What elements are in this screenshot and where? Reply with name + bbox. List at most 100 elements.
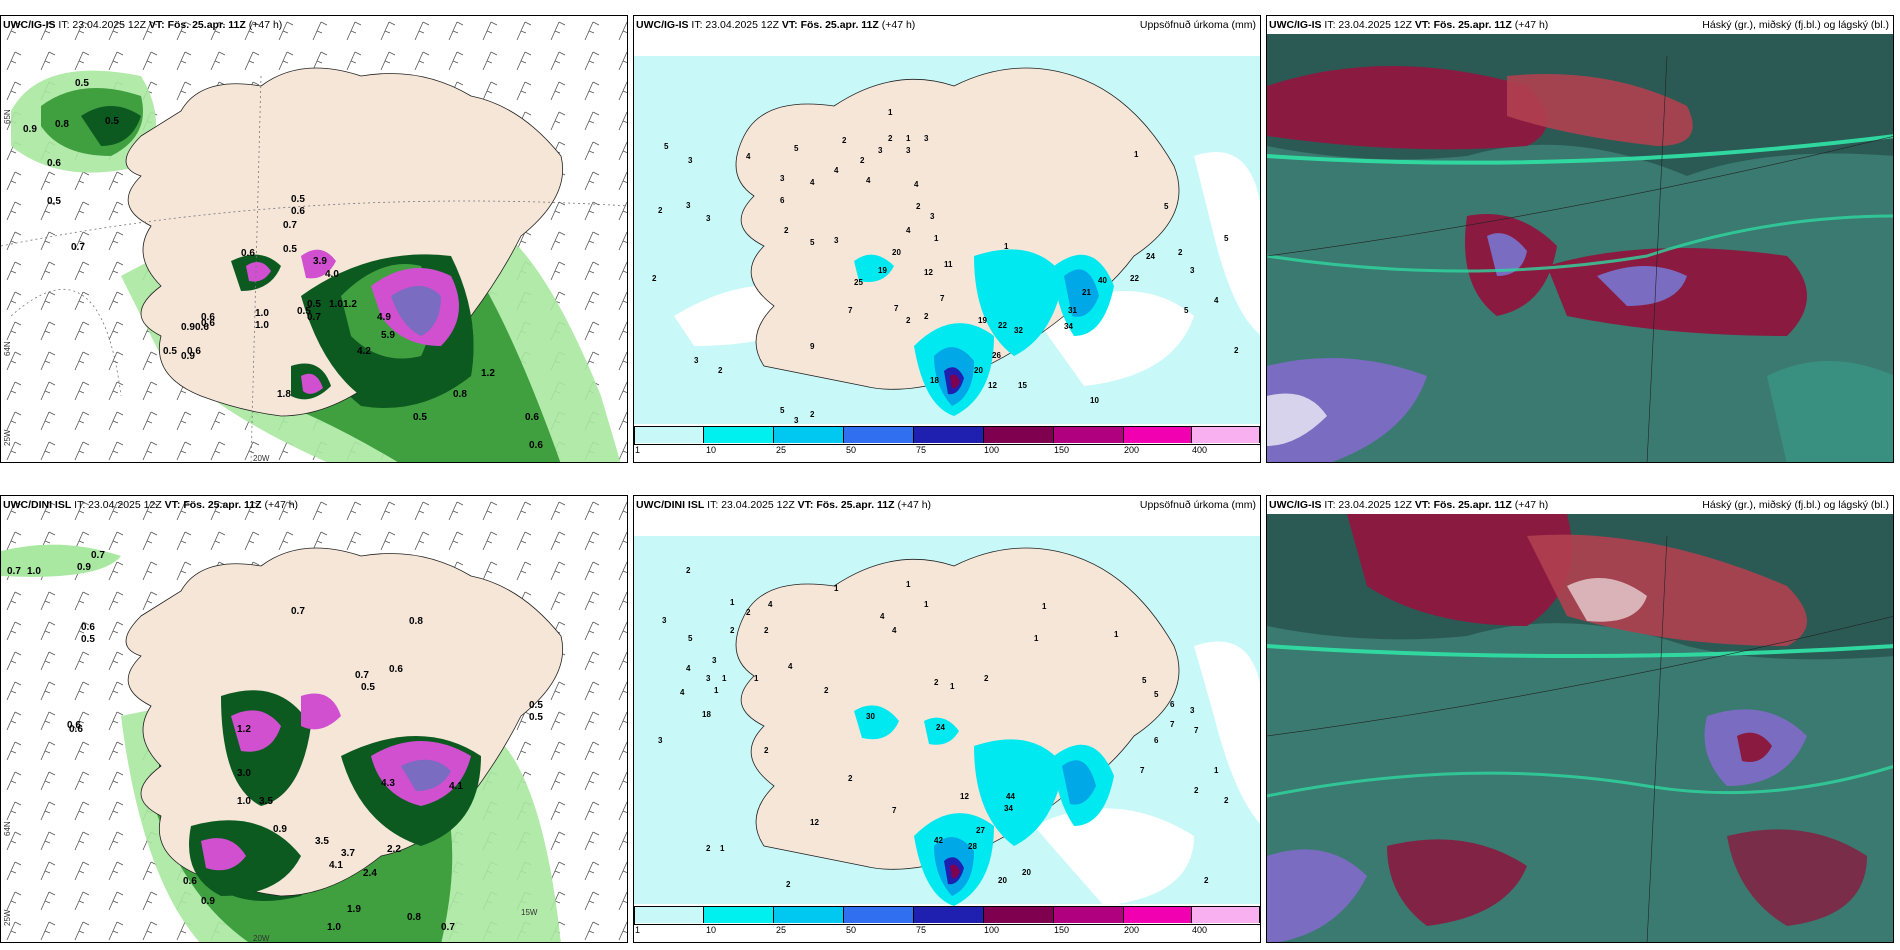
wind-value: 0.6 <box>529 440 543 451</box>
lon-label: 20W <box>253 454 270 463</box>
panel-bottom-left-wind: UWC/DINI ISL IT: 23.04.2025 12Z VT: Fös.… <box>0 495 628 943</box>
wind-value: 3.0 <box>237 768 251 779</box>
wind-value: 0.5 <box>81 634 95 645</box>
wind-value: 1.2 <box>237 724 251 735</box>
precip-value: 5 <box>688 634 693 643</box>
precip-value: 7 <box>892 806 897 815</box>
wind-value: 0.6 <box>183 876 197 887</box>
precip-value: 1 <box>754 674 759 683</box>
colorbar-tick: 400 <box>1192 445 1208 455</box>
precip-value: 1 <box>1114 630 1119 639</box>
panel-top-left-wind: UWC/IG-IS IT: 23.04.2025 12Z VT: Fös. 25… <box>0 15 628 463</box>
precip-value: 3 <box>658 736 663 745</box>
colorbar-frame <box>634 906 1260 925</box>
precip-value: 7 <box>894 304 899 313</box>
precip-value: 1 <box>1042 602 1047 611</box>
precip-value: 6 <box>780 196 785 205</box>
wind-value: 0.6 <box>201 318 215 329</box>
colorbar-seg <box>914 426 984 443</box>
wind-value: 0.8 <box>407 912 421 923</box>
wind-value: 0.7 <box>91 550 105 561</box>
precip-value: 20 <box>1022 868 1031 877</box>
precip-value: 5 <box>1142 676 1147 685</box>
precip-value: 31 <box>1068 306 1077 315</box>
precip-value: 34 <box>1064 322 1073 331</box>
precip-value: 2 <box>888 134 893 143</box>
wind-value: 3.5 <box>315 836 329 847</box>
precip-value: 3 <box>706 674 711 683</box>
wind-value: 0.5 <box>291 194 305 205</box>
wind-value: 0.7 <box>307 312 321 323</box>
precip-value: 2 <box>1194 786 1199 795</box>
wind-value: 0.9 <box>77 562 91 573</box>
precip-value: 20 <box>892 248 901 257</box>
colorbar-seg <box>1124 426 1192 443</box>
precip-value: 3 <box>662 616 667 625</box>
precip-value: 15 <box>1018 381 1027 390</box>
precip-value: 1 <box>906 134 911 143</box>
colorbar-tick: 200 <box>1124 445 1140 455</box>
colorbar-tick: 10 <box>706 925 717 935</box>
wind-value: 0.7 <box>355 670 369 681</box>
colorbar-seg <box>1124 906 1192 923</box>
colorbar-seg <box>984 906 1054 923</box>
lon-label: 25W <box>3 909 12 926</box>
wind-value: 1.0 <box>329 299 343 310</box>
precip-value: 3 <box>1190 266 1195 275</box>
precip-value: 2 <box>764 626 769 635</box>
wind-value: 0.5 <box>529 712 543 723</box>
precip-value: 1 <box>730 598 735 607</box>
wind-value: 3.9 <box>313 256 327 267</box>
precip-value: 2 <box>652 274 657 283</box>
precip-value: 2 <box>1224 796 1229 805</box>
lat-label: 64N <box>3 341 12 356</box>
colorbar-seg <box>634 426 704 443</box>
wind-value: 4.1 <box>449 781 463 792</box>
precip-value: 2 <box>706 844 711 853</box>
precip-value: 4 <box>906 226 911 235</box>
precip-value: 3 <box>694 356 699 365</box>
wind-value: 0.7 <box>441 922 455 933</box>
precip-value: 12 <box>924 268 933 277</box>
wind-value: 0.5 <box>75 78 89 89</box>
colorbar-tick: 75 <box>916 925 927 935</box>
precip-value: 20 <box>998 876 1007 885</box>
wind-value: 0.7 <box>283 220 297 231</box>
precip-map-top <box>634 56 1260 424</box>
precip-value: 10 <box>1090 396 1099 405</box>
precip-value: 22 <box>998 321 1007 330</box>
wind-value: 0.9 <box>181 351 195 362</box>
panel-subtitle: Uppsöfnuð úrkoma (mm) <box>1139 19 1256 31</box>
wind-map-bottom <box>1 496 627 942</box>
wind-value: 1.8 <box>277 389 291 400</box>
wind-value: 0.9 <box>23 124 37 135</box>
precip-value: 6 <box>1170 700 1175 709</box>
wind-value: 4.9 <box>377 312 391 323</box>
precip-value: 1 <box>906 580 911 589</box>
cloud-map-bottom <box>1267 514 1893 942</box>
precip-value: 2 <box>784 226 789 235</box>
wind-value: 0.8 <box>55 119 69 130</box>
precip-value: 4 <box>788 662 793 671</box>
wind-value: 0.7 <box>71 242 85 253</box>
colorbar-seg <box>914 906 984 923</box>
wind-value: 1.0 <box>27 566 41 577</box>
colorbar-seg <box>984 426 1054 443</box>
colorbar: 1 10 25 50 75 100 150 200 400 <box>634 426 1260 456</box>
precip-value: 1 <box>934 234 939 243</box>
precip-value: 4 <box>1214 296 1219 305</box>
precip-value: 42 <box>934 836 943 845</box>
precip-value: 2 <box>924 312 929 321</box>
colorbar-seg <box>844 906 914 923</box>
wind-value: 0.6 <box>69 724 83 735</box>
colorbar-tick: 25 <box>776 925 787 935</box>
precip-value: 4 <box>686 664 691 673</box>
wind-value: 0.5 <box>105 116 119 127</box>
panel-title: UWC/IG-IS IT: 23.04.2025 12Z VT: Fös. 25… <box>1269 499 1549 511</box>
colorbar-tick: 10 <box>706 445 717 455</box>
precip-value: 11 <box>944 260 953 269</box>
precip-value: 44 <box>1006 792 1015 801</box>
precip-value: 25 <box>854 278 863 287</box>
precip-value: 5 <box>1224 234 1229 243</box>
wind-value: 0.6 <box>47 158 61 169</box>
